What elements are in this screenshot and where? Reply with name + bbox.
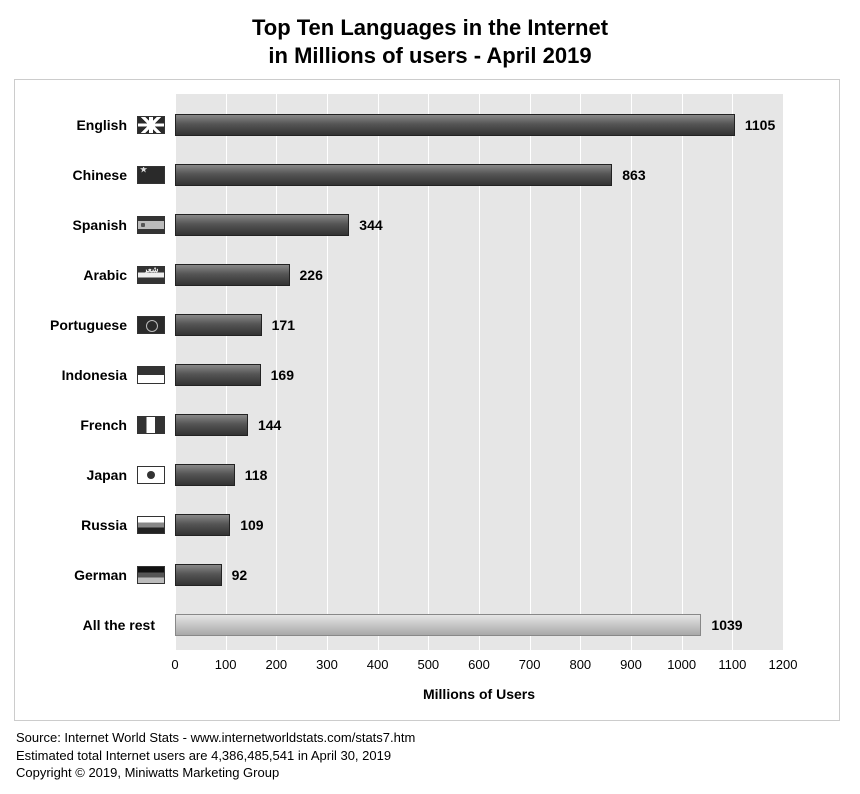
chart-title-line1: Top Ten Languages in the Internet <box>0 14 860 42</box>
chart-frame: English1105Chinese863Spanish344Arabic226… <box>14 79 840 721</box>
x-tick-label: 700 <box>519 657 541 672</box>
category-label: Russia <box>81 516 165 534</box>
value-label: 1105 <box>745 117 775 133</box>
fr-flag-icon <box>137 416 165 434</box>
value-label: 92 <box>232 567 248 583</box>
category-name: French <box>80 417 127 433</box>
category-label: French <box>80 416 165 434</box>
footer-copyright: Copyright © 2019, Miniwatts Marketing Gr… <box>16 764 860 782</box>
chart-row: Russia109 <box>175 500 783 550</box>
bar <box>175 214 349 236</box>
category-label: Indonesia <box>62 366 165 384</box>
x-tick-label: 0 <box>171 657 178 672</box>
chart-row: Portuguese171 <box>175 300 783 350</box>
category-label: Spanish <box>73 216 165 234</box>
x-tick-label: 800 <box>569 657 591 672</box>
category-name: Portuguese <box>50 317 127 333</box>
pt-flag-icon <box>137 316 165 334</box>
chart-title-line2: in Millions of users - April 2019 <box>0 42 860 70</box>
category-name: Chinese <box>73 167 127 183</box>
x-axis-title: Millions of Users <box>175 686 783 702</box>
bar <box>175 364 261 386</box>
x-tick-label: 300 <box>316 657 338 672</box>
bar <box>175 264 290 286</box>
ar-flag-icon <box>137 266 165 284</box>
value-label: 169 <box>271 367 294 383</box>
uk-flag-icon <box>137 116 165 134</box>
id-flag-icon <box>137 366 165 384</box>
category-name: Indonesia <box>62 367 127 383</box>
category-label: All the rest <box>83 617 165 633</box>
chart-footer: Source: Internet World Stats - www.inter… <box>0 721 860 794</box>
x-tick-label: 900 <box>620 657 642 672</box>
de-flag-icon <box>137 566 165 584</box>
value-label: 226 <box>300 267 323 283</box>
category-label: Arabic <box>83 266 165 284</box>
bar <box>175 164 612 186</box>
gridline <box>783 94 784 650</box>
x-tick-label: 400 <box>367 657 389 672</box>
value-label: 863 <box>622 167 645 183</box>
category-name: Russia <box>81 517 127 533</box>
x-tick-label: 1000 <box>667 657 696 672</box>
chart-row: Chinese863 <box>175 150 783 200</box>
chart-row: All the rest1039 <box>175 600 783 650</box>
category-label: Japan <box>87 466 165 484</box>
chart-row: French144 <box>175 400 783 450</box>
category-name: German <box>74 567 127 583</box>
x-tick-label: 100 <box>215 657 237 672</box>
bar <box>175 514 230 536</box>
category-label: English <box>76 116 165 134</box>
chart-row: English1105 <box>175 100 783 150</box>
category-name: English <box>76 117 127 133</box>
chart-row: Arabic226 <box>175 250 783 300</box>
chart-row: Spanish344 <box>175 200 783 250</box>
category-label: German <box>74 566 165 584</box>
jp-flag-icon <box>137 466 165 484</box>
chart-row: Japan118 <box>175 450 783 500</box>
footer-source: Source: Internet World Stats - www.inter… <box>16 729 860 747</box>
chart-row: Indonesia169 <box>175 350 783 400</box>
plot-area: English1105Chinese863Spanish344Arabic226… <box>175 94 783 650</box>
category-name: Arabic <box>83 267 127 283</box>
bar <box>175 464 235 486</box>
value-label: 344 <box>359 217 382 233</box>
x-tick-label: 1200 <box>769 657 798 672</box>
cn-flag-icon <box>137 166 165 184</box>
bar <box>175 414 248 436</box>
chart-row: German92 <box>175 550 783 600</box>
value-label: 118 <box>245 467 268 483</box>
chart-title: Top Ten Languages in the Internet in Mil… <box>0 0 860 79</box>
value-label: 171 <box>272 317 295 333</box>
value-label: 1039 <box>711 617 742 633</box>
x-tick-label: 500 <box>417 657 439 672</box>
category-label: Chinese <box>73 166 165 184</box>
x-tick-label: 600 <box>468 657 490 672</box>
category-name: All the rest <box>83 617 155 633</box>
value-label: 144 <box>258 417 281 433</box>
bar <box>175 314 262 336</box>
value-label: 109 <box>240 517 263 533</box>
category-label: Portuguese <box>50 316 165 334</box>
ru-flag-icon <box>137 516 165 534</box>
x-tick-label: 200 <box>265 657 287 672</box>
bar <box>175 114 735 136</box>
footer-estimate: Estimated total Internet users are 4,386… <box>16 747 860 765</box>
es-flag-icon <box>137 216 165 234</box>
bar <box>175 564 222 586</box>
category-name: Japan <box>87 467 127 483</box>
x-tick-label: 1100 <box>718 657 746 672</box>
category-name: Spanish <box>73 217 127 233</box>
bar-rest <box>175 614 701 636</box>
